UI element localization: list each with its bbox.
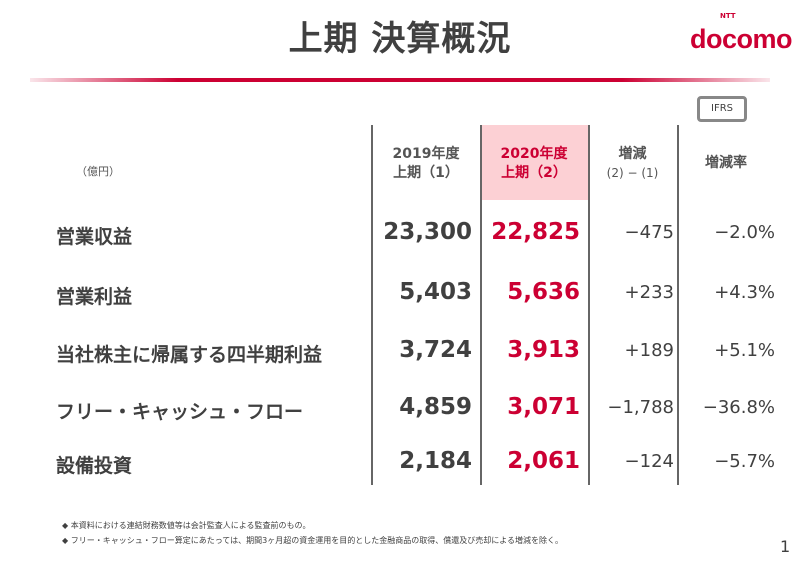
value-diff: −475 [624,222,674,243]
column-divider [371,125,373,485]
column-divider [588,125,590,485]
value-diff: −124 [624,451,674,472]
value-diff: +233 [624,282,674,303]
column-divider [480,125,482,485]
logo-sub: NTT [720,12,736,20]
docomo-logo: docomo [690,24,793,54]
header-rate: 増減率 [677,154,775,173]
header-line: 上期（1） [393,165,459,181]
value-rate: +5.1% [714,340,775,361]
header-fy2020: 2020年度 上期（2） [480,145,588,183]
header-diff: 増減 (2) − (1) [588,145,677,183]
footnote: ◆ フリー・キャッシュ・フロー算定にあたっては、期間3ヶ月超の資金運用を目的とし… [62,536,563,545]
column-divider [677,125,679,485]
header-line: 増減 [618,146,647,162]
value-rate: −5.7% [714,451,775,472]
row-label: 営業利益 [56,286,133,308]
header-line: 上期（2） [501,165,567,181]
value-fy2019: 23,300 [383,219,472,245]
table-row: 営業利益 5,403 5,636 +233 +4.3% [0,278,800,318]
value-fy2019: 4,859 [399,394,472,420]
value-fy2020: 22,825 [491,219,580,245]
value-diff: −1,788 [607,397,674,418]
row-label: 当社株主に帰属する四半期利益 [56,344,323,366]
table-row: フリー・キャッシュ・フロー 4,859 3,071 −1,788 −36.8% [0,393,800,433]
value-rate: −2.0% [714,222,775,243]
value-fy2020: 3,913 [507,337,580,363]
unit-label: （億円） [76,165,120,178]
ifrs-badge: IFRS [697,96,747,122]
value-diff: +189 [624,340,674,361]
value-fy2019: 3,724 [399,337,472,363]
highlight-column-header [480,125,588,200]
value-fy2020: 2,061 [507,448,580,474]
value-fy2020: 5,636 [507,279,580,305]
row-label: フリー・キャッシュ・フロー [56,401,304,423]
page-number: 1 [780,537,791,556]
row-label: 設備投資 [56,455,133,477]
table-row: 当社株主に帰属する四半期利益 3,724 3,913 +189 +5.1% [0,336,800,376]
header-line: 2019年度 [392,146,460,162]
table-row: 設備投資 2,184 2,061 −124 −5.7% [0,447,800,487]
header-fy2019: 2019年度 上期（1） [372,145,480,183]
value-rate: +4.3% [714,282,775,303]
value-fy2019: 5,403 [399,279,472,305]
value-fy2019: 2,184 [399,448,472,474]
header-line: (2) − (1) [606,166,659,180]
header-line: 2020年度 [500,146,568,162]
value-rate: −36.8% [702,397,775,418]
title-divider [30,78,770,82]
page-title: 上期 決算概況 [288,19,512,59]
footnote: ◆ 本資料における連結財務数値等は会計監査人による監査前のもの。 [62,521,311,530]
header-line: 増減率 [705,155,747,171]
value-fy2020: 3,071 [507,394,580,420]
table-row: 営業収益 23,300 22,825 −475 −2.0% [0,218,800,258]
row-label: 営業収益 [56,226,133,248]
